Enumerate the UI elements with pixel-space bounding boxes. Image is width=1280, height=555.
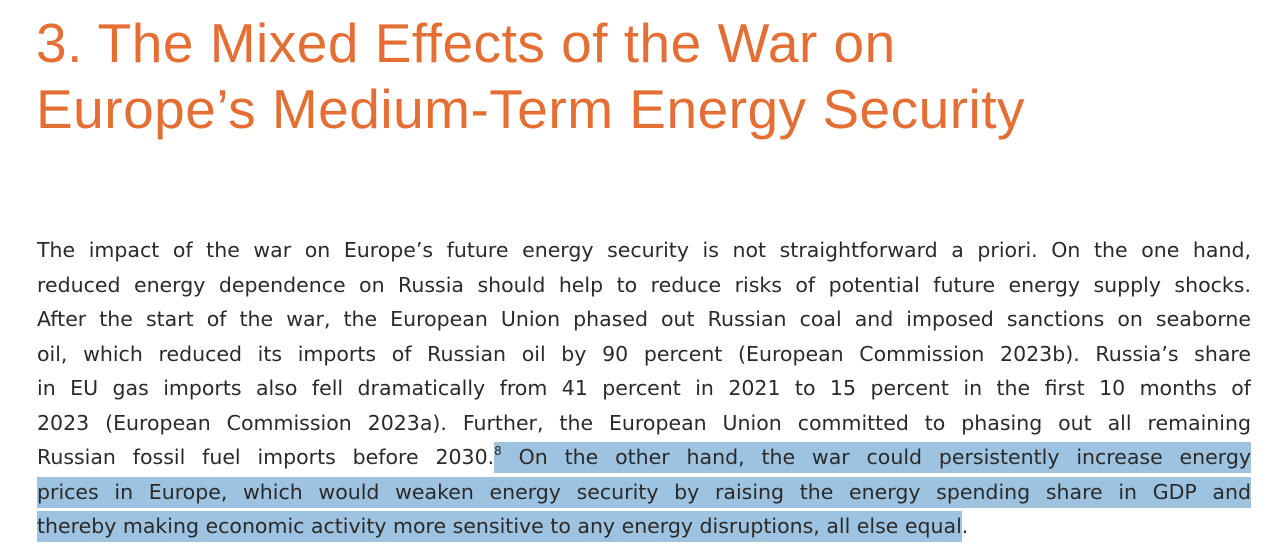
plain-text: Russian fossil fuel imports before 2030. <box>37 445 495 469</box>
highlighted-text[interactable]: 8 On the other hand, the war could persi… <box>494 442 1251 473</box>
paragraph-line: reduced energy dependence on Russia shou… <box>37 272 1251 297</box>
paragraph-line: prices in Europe, which would weaken ene… <box>37 475 1251 510</box>
paragraph-line: thereby making economic activity more se… <box>37 509 1251 544</box>
highlighted-text[interactable]: thereby making economic activity more se… <box>37 511 962 542</box>
paragraph-line: Russian fossil fuel imports before 2030.… <box>37 440 1251 475</box>
highlighted-span: On the other hand, the war could persist… <box>501 445 1251 469</box>
paragraph-line: The impact of the war on Europe’s future… <box>37 238 1251 262</box>
body-paragraph: The impact of the war on Europe’s future… <box>37 233 1251 544</box>
paragraph-line: 2023 (European Commission 2023a). Furthe… <box>37 410 1251 435</box>
heading-line: Europe’s Medium-Term Energy Security <box>36 78 1026 140</box>
heading-line: 3. The Mixed Effects of the War on <box>36 12 896 74</box>
highlighted-text[interactable]: prices in Europe, which would weaken ene… <box>37 476 1251 508</box>
paragraph-line: in EU gas imports also fell dramatically… <box>37 376 1251 400</box>
section-heading: 3. The Mixed Effects of the War on Europ… <box>36 10 1025 142</box>
paragraph-line: oil, which reduced its imports of Russia… <box>37 341 1251 366</box>
plain-text: . <box>961 514 969 538</box>
paragraph-line: After the start of the war, the European… <box>37 307 1251 331</box>
footnote-marker[interactable]: 8 <box>494 444 502 458</box>
